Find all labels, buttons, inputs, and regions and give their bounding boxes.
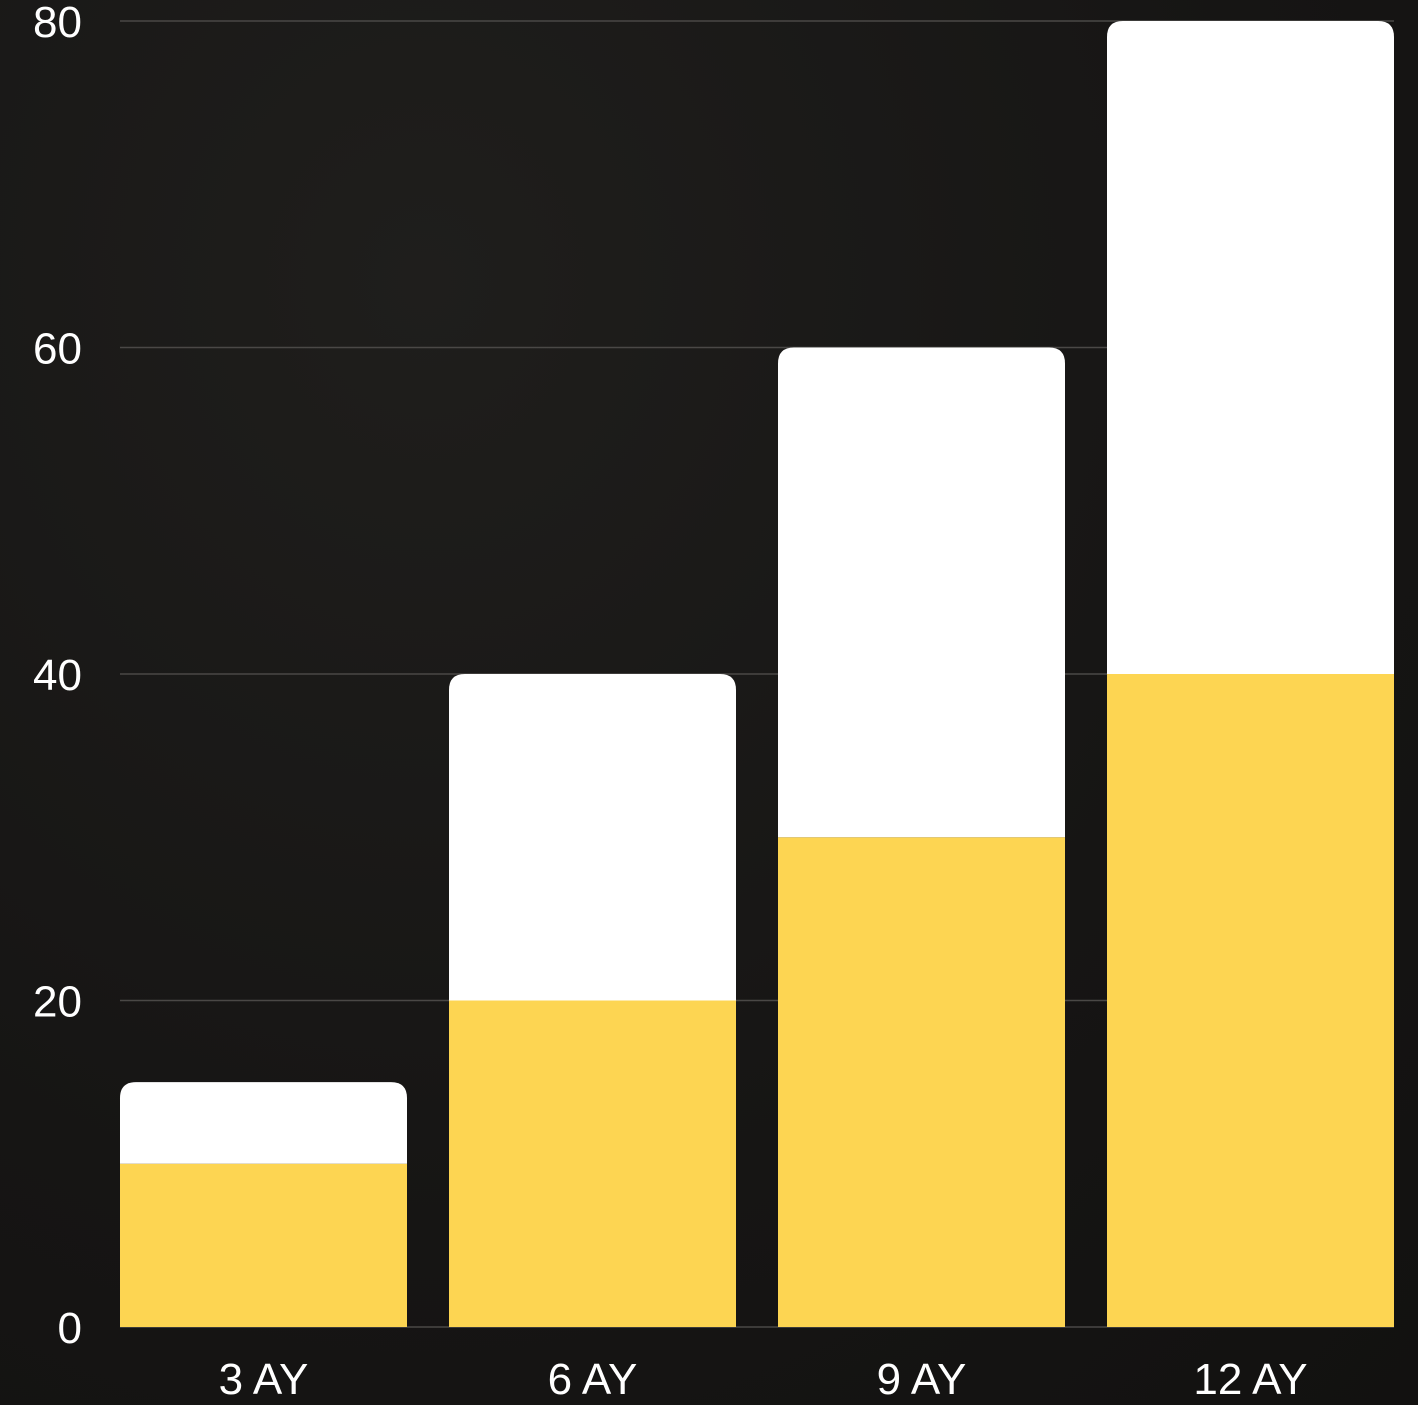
- bar-segment-yellow: [1107, 674, 1394, 1327]
- bars: [120, 21, 1394, 1327]
- x-category-label: 12 AY: [1193, 1355, 1307, 1404]
- y-tick-label: 60: [33, 325, 82, 374]
- y-axis-tick-labels: 0 20 40 60 80: [33, 0, 82, 1353]
- bar-segment-yellow: [120, 1163, 407, 1327]
- bar-segment-white: [778, 347, 1065, 838]
- x-category-label: 3 AY: [219, 1355, 309, 1404]
- bar-segment-white: [449, 674, 736, 1001]
- bar-segment-white: [120, 1082, 407, 1164]
- bar-segment-yellow: [778, 837, 1065, 1327]
- bar-segment-yellow: [449, 1000, 736, 1327]
- y-tick-label: 0: [58, 1304, 82, 1353]
- y-tick-label: 40: [33, 651, 82, 700]
- y-tick-label: 80: [33, 0, 82, 47]
- x-axis-category-labels: 3 AY 6 AY 9 AY 12 AY: [219, 1355, 1308, 1404]
- bar-segment-white: [1107, 21, 1394, 674]
- x-category-label: 6 AY: [548, 1355, 638, 1404]
- x-category-label: 9 AY: [877, 1355, 967, 1404]
- y-tick-label: 20: [33, 978, 82, 1027]
